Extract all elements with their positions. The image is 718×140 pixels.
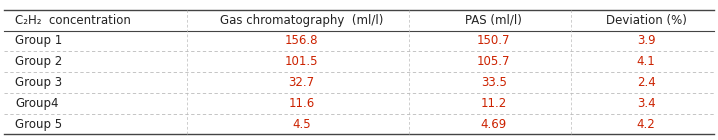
Text: 150.7: 150.7 [477, 34, 510, 47]
Text: 3.4: 3.4 [637, 97, 656, 110]
Text: 156.8: 156.8 [285, 34, 318, 47]
Text: 105.7: 105.7 [477, 55, 510, 68]
Text: Group 5: Group 5 [15, 117, 62, 130]
Text: 4.2: 4.2 [637, 117, 656, 130]
Text: Group 1: Group 1 [15, 34, 62, 47]
Text: Gas chromatography  (ml/l): Gas chromatography (ml/l) [220, 14, 383, 27]
Text: 33.5: 33.5 [480, 76, 507, 89]
Text: Group 2: Group 2 [15, 55, 62, 68]
Text: 32.7: 32.7 [289, 76, 314, 89]
Text: Group 3: Group 3 [15, 76, 62, 89]
Text: 4.69: 4.69 [480, 117, 507, 130]
Text: C₂H₂  concentration: C₂H₂ concentration [15, 14, 131, 27]
Text: Deviation (%): Deviation (%) [606, 14, 686, 27]
Text: 11.6: 11.6 [289, 97, 314, 110]
Text: 101.5: 101.5 [285, 55, 318, 68]
Text: PAS (ml/l): PAS (ml/l) [465, 14, 522, 27]
Text: 3.9: 3.9 [637, 34, 656, 47]
Text: 11.2: 11.2 [480, 97, 507, 110]
Text: 4.5: 4.5 [292, 117, 311, 130]
Text: 2.4: 2.4 [637, 76, 656, 89]
Text: Group4: Group4 [15, 97, 59, 110]
Text: 4.1: 4.1 [637, 55, 656, 68]
